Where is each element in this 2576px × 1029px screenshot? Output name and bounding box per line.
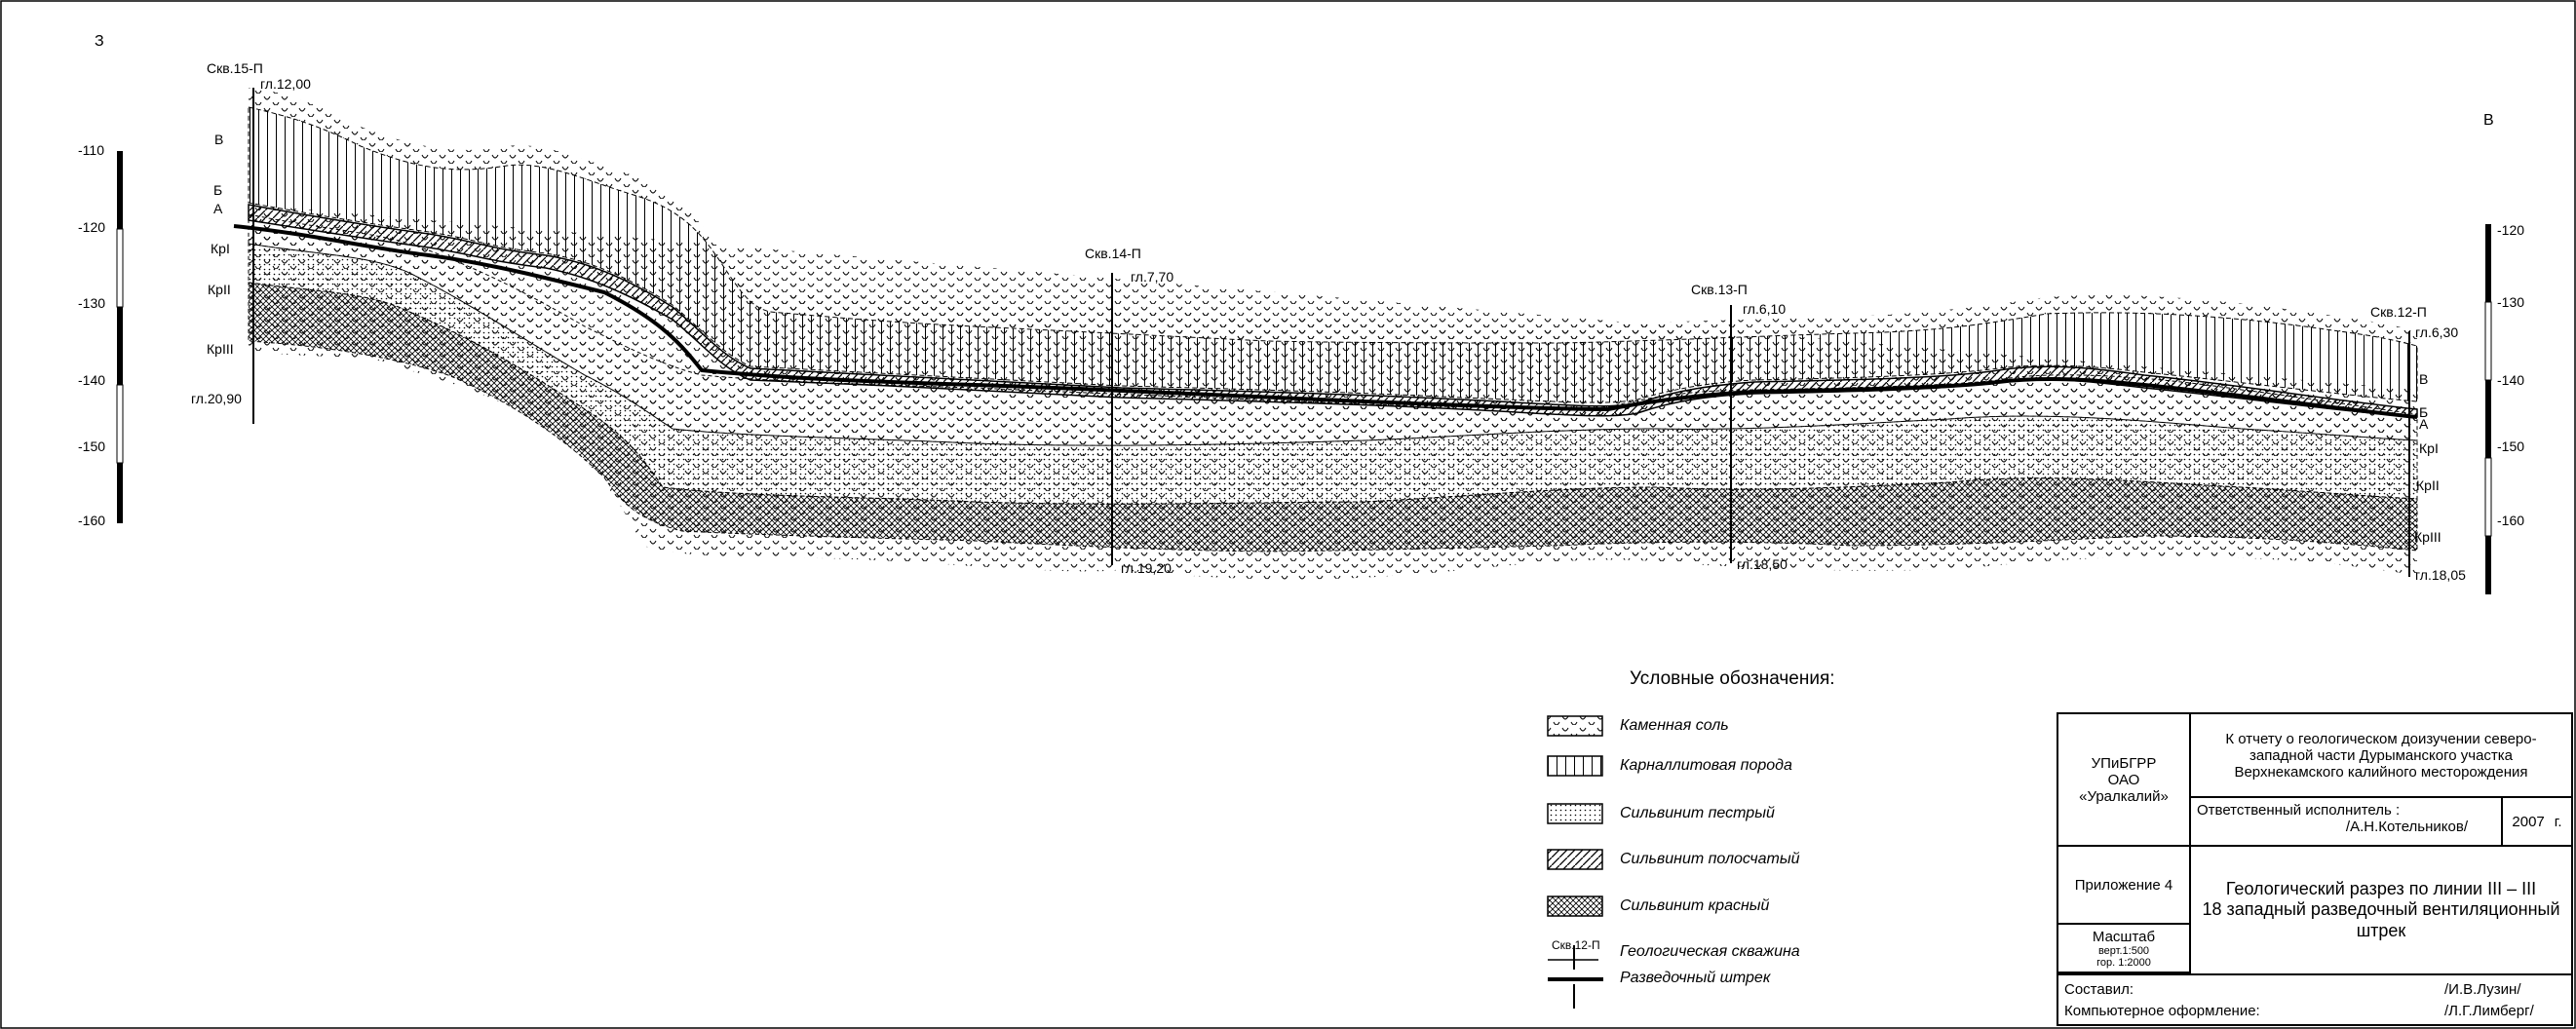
left-scale-bar [116,151,124,523]
executor-cell: Ответственный исполнитель : /А.Н.Котельн… [2191,798,2503,847]
right-scale-label: -130 [2497,294,2524,310]
right-scale-label: -140 [2497,372,2524,388]
drawing-title: 18 западный разведочный вентиляционный [2202,899,2560,920]
report-line: К отчету о геологическом доизучении севе… [2225,730,2537,747]
design-name: /Л.Г.Лимберг/ [2444,1003,2534,1019]
legend-label: Каменная соль [1620,717,1729,734]
well-bottom-depth: гл.18,05 [2415,567,2466,583]
well-top-depth: гл.12,00 [260,76,311,92]
well-symbol [1548,945,1598,970]
org-line: УПиБГРР [2091,754,2157,772]
layer-label-right: В [2419,371,2428,387]
well-top-depth: гл.6,30 [2415,324,2458,340]
left-scale-label: -140 [78,372,105,388]
layer-label-right: КрII [2416,477,2440,493]
swatch-carnallite [1547,755,1603,777]
report-cell: К отчету о геологическом доизучении севе… [2191,714,2571,798]
east-label: В [2483,112,2494,129]
report-line: Верхнекамского калийного месторождения [2234,763,2528,781]
left-scale-label: -150 [78,438,105,454]
legend-label: Сильвинит пестрый [1620,805,1775,821]
swatch-banded [1547,849,1603,870]
layer-label-right: КрI [2419,440,2439,456]
layer-label-left: КрII [208,282,231,297]
layer-krii-variegated [248,243,2418,505]
left-scale-label: -160 [78,513,105,528]
swatch-variegated [1547,803,1603,824]
compiled-label: Составил: [2064,981,2134,998]
right-scale-label: -150 [2497,438,2524,454]
west-label: З [95,33,104,50]
well-bottom-depth: гл.18,50 [1737,556,1788,572]
swatch-red [1547,896,1603,917]
layer-label-left: КрIII [207,341,234,357]
well-bottom-depth: гл.19,20 [1121,560,1172,576]
layer-kriii-red-sylvinite [248,282,2418,553]
compiled-name: /И.В.Лузин/ [2444,981,2521,998]
well-name: Скв.12-П [2370,304,2427,320]
scale-vert: верт.1:500 [2097,944,2150,957]
drawing-title: штрек [2356,920,2406,940]
design-label: Компьютерное оформление: [2064,1003,2260,1019]
layer-label-right: КрIII [2414,529,2441,545]
org-line: «Уралкалий» [2079,787,2169,805]
well-symbol-label: Скв.12-П [1552,938,1600,952]
layer-label-left: КрI [211,241,230,256]
right-scale-label: -160 [2497,513,2524,528]
scale-label: Масштаб [2092,928,2156,945]
layer-label-left: А [213,201,223,216]
well-top-depth: гл.6,10 [1743,301,1786,317]
drift-symbol [1548,977,1603,1009]
well-name: Скв.14-П [1085,246,1141,261]
right-scale-bar [2484,224,2492,594]
layer-label-left: В [214,132,223,147]
layer-rock-salt-upper [249,88,2417,346]
right-scale-label: -120 [2497,222,2524,238]
layer-label-right: Б [2419,404,2428,420]
title-block: УПиБГРР ОАО «Уралкалий» К отчету о геоло… [2057,712,2573,1026]
swatch-rock-salt [1547,715,1603,737]
left-scale-label: -120 [78,219,105,235]
legend-label: Сильвинит полосчатый [1620,851,1800,867]
report-line: западной части Дурыманского участка [2249,746,2514,764]
scale-hor: гор. 1:2000 [2096,956,2151,969]
drawing-title: Геологический разрез по линии III – III [2225,878,2537,898]
org-line: ОАО [2107,771,2140,788]
wells [252,88,2410,577]
layer-label-right: А [2419,416,2429,432]
year-cell: 2007 г. [2503,798,2571,847]
legend-swatches: Скв.12-П [1547,715,1603,1009]
well-top-depth: гл.7,70 [1131,269,1173,285]
well-name: Скв.15-П [207,60,263,76]
layer-label-left: Б [213,182,222,198]
legend-label: Карналлитовая порода [1620,757,1792,774]
well-name: Скв.13-П [1691,282,1748,297]
legend-title: Условные обозначения: [1630,668,1835,689]
signatures-cell: Составил: /И.В.Лузин/ Компьютерное оформ… [2058,973,2571,1024]
drawing-title-cell: Геологический разрез по линии III – III … [2191,847,2571,973]
section-layers [233,88,2418,580]
year-suffix: г. [2554,813,2562,830]
drift-line [233,224,2418,419]
legend-label: Геологическая скважина [1620,943,1800,960]
well-bottom-depth: гл.20,90 [191,391,242,406]
appendix: Приложение 4 [2074,876,2173,894]
executor-label: Ответственный исполнитель : [2197,802,2401,819]
appendix-cell: Приложение 4 [2058,847,2191,925]
legend-label: Разведочный штрек [1620,970,1771,986]
legend-label: Сильвинит красный [1620,897,1770,914]
scale-cell: Масштаб верт.1:500 гор. 1:2000 [2058,925,2191,973]
executor-name: /А.Н.Котельников/ [2345,819,2468,835]
left-scale-label: -110 [78,142,104,158]
year: 2007 [2512,813,2545,830]
left-scale-label: -130 [78,295,105,311]
org-cell: УПиБГРР ОАО «Уралкалий» [2058,714,2191,847]
